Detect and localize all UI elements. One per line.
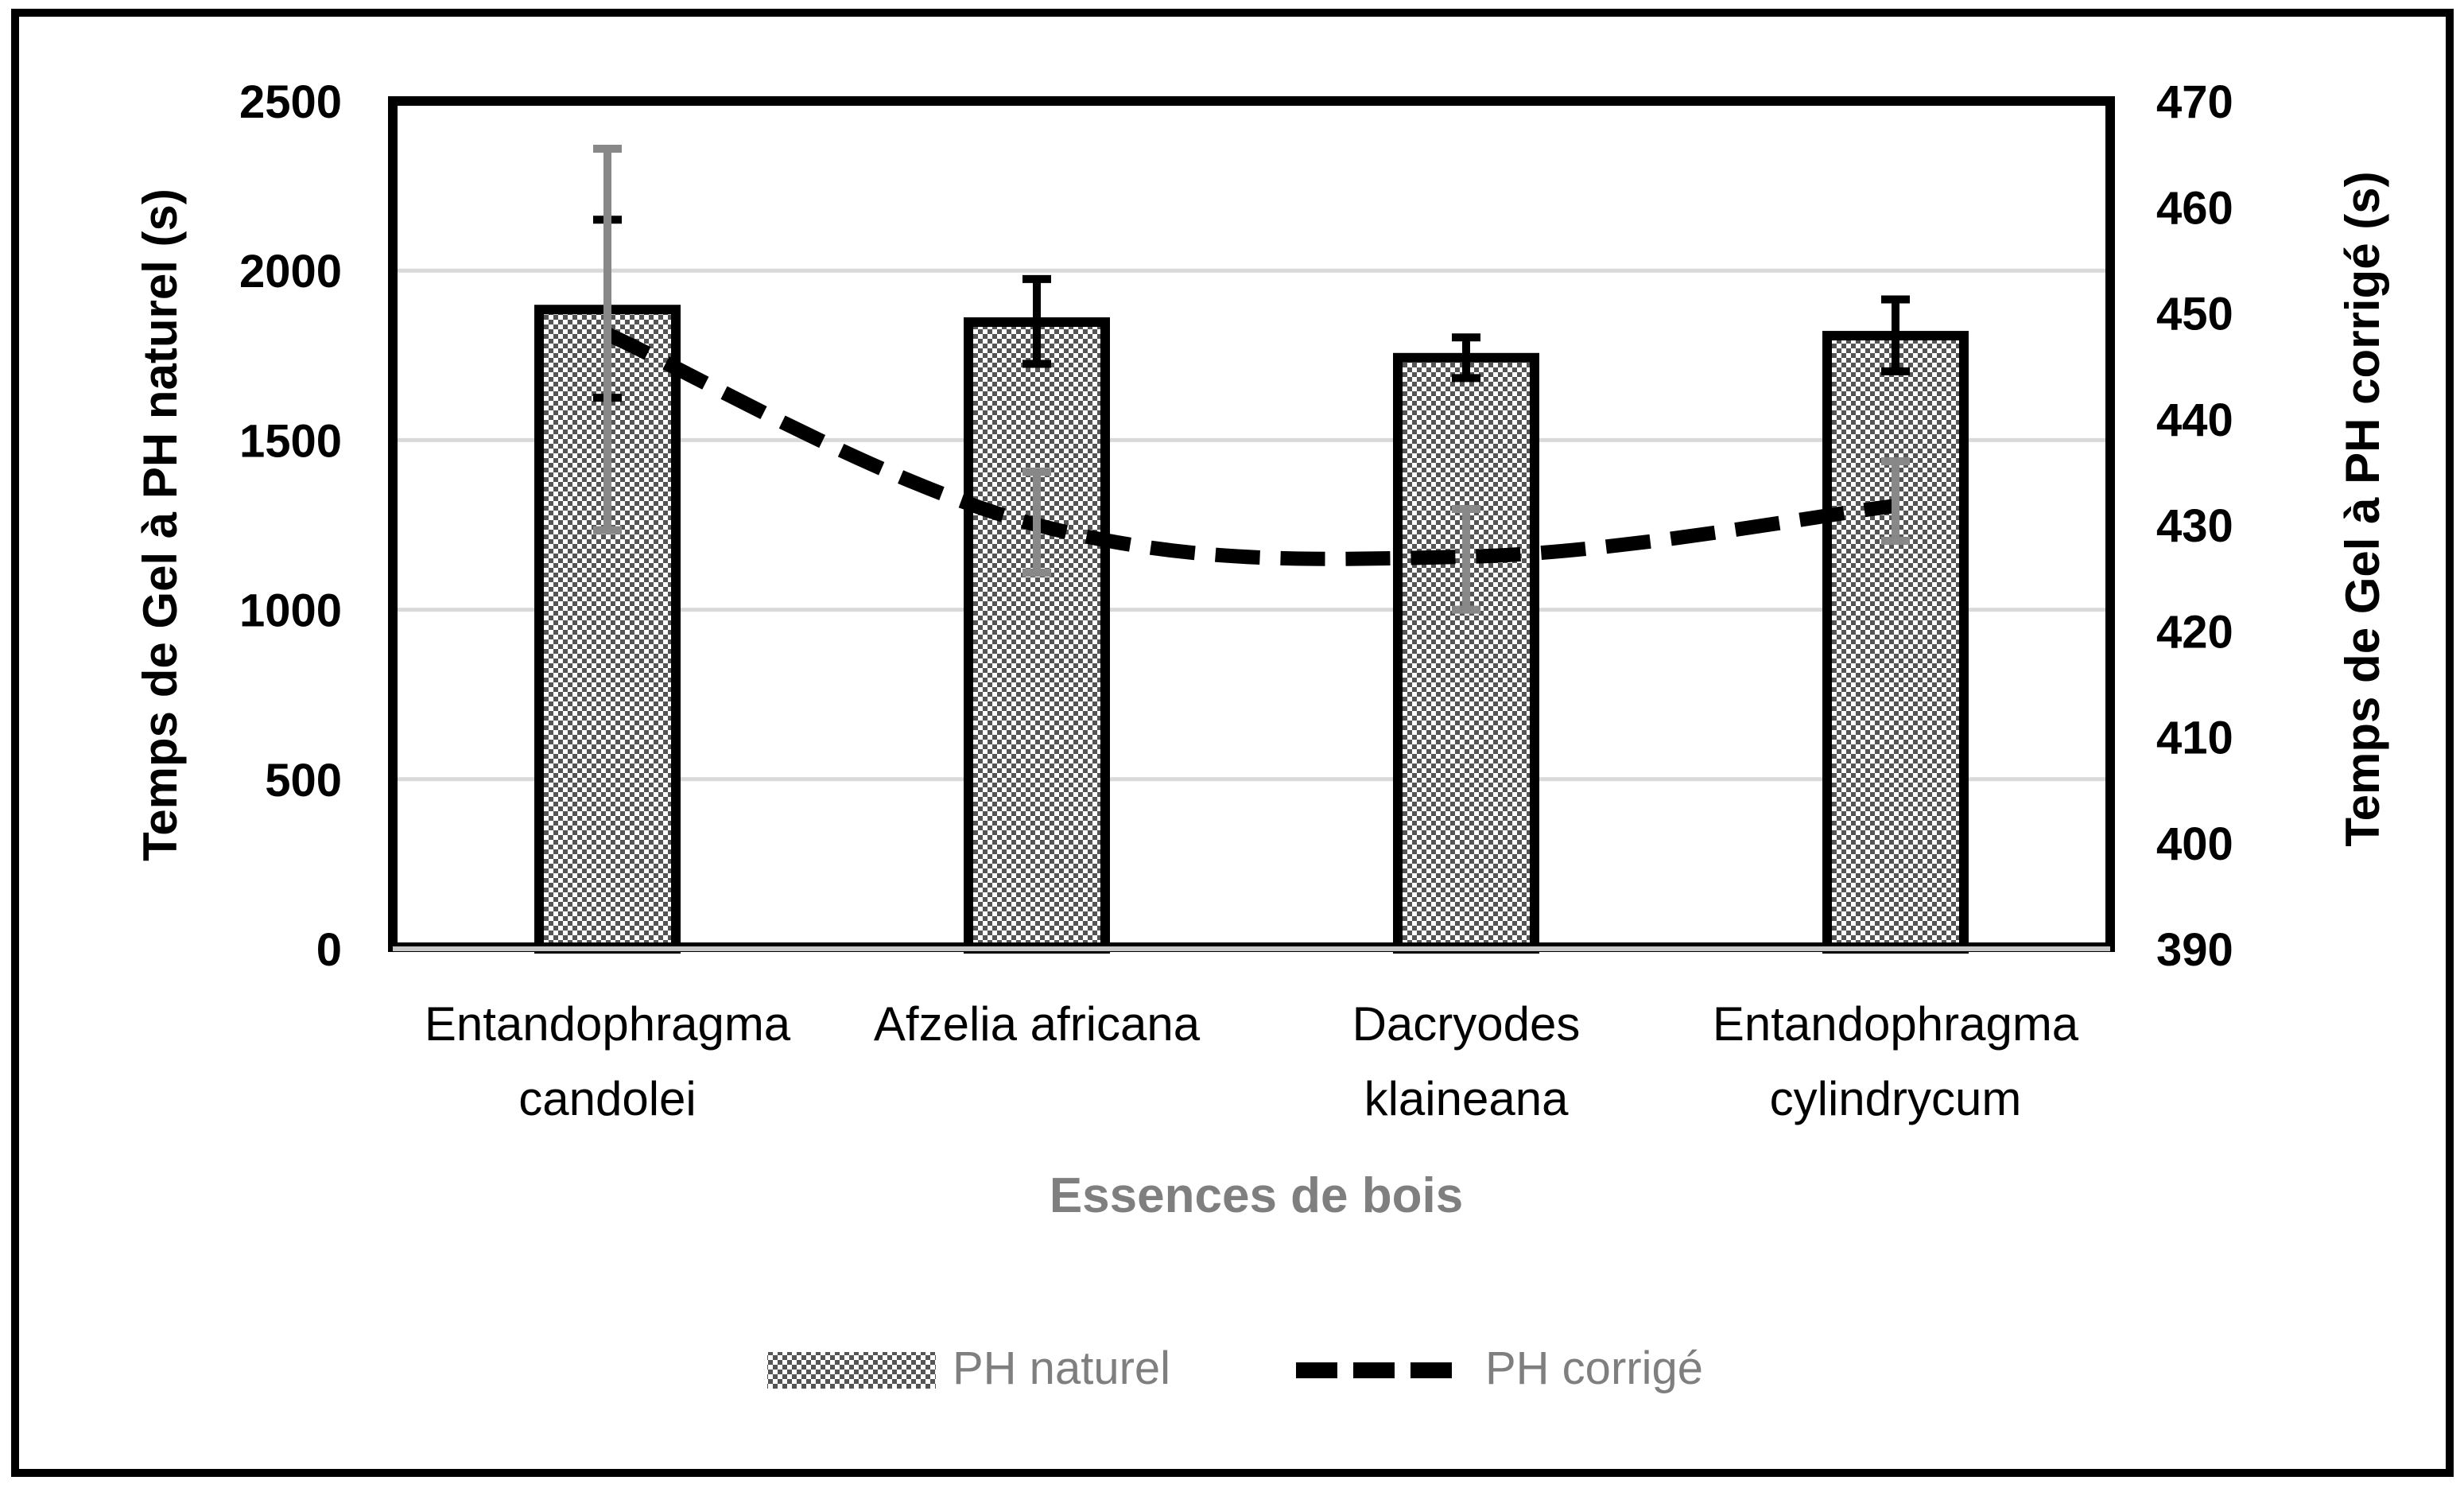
outer-frame <box>11 9 2454 1477</box>
y-right-tick-label: 460 <box>2156 182 2233 234</box>
line-error-bar <box>1452 505 1480 614</box>
y-left-tick-label: 2500 <box>239 76 342 128</box>
y-right-tick-label: 420 <box>2156 606 2233 658</box>
category-label: cylindrycum <box>1770 1072 2022 1125</box>
category-label: Entandophragma <box>1713 997 2079 1051</box>
y-left-tick-label: 1500 <box>239 415 342 467</box>
y-axis-right-title: Temps de Gel à PH corrigé (s) <box>2336 171 2389 846</box>
left-axis-ticks: 0 500 1000 1500 2000 2500 <box>239 76 342 976</box>
legend-label-ph-corrige: PH corrigé <box>1485 1342 1703 1394</box>
line-error-bar <box>593 144 622 534</box>
bar-error-bar <box>1022 274 1051 368</box>
y-right-tick-label: 440 <box>2156 394 2233 446</box>
category-label: Afzelia africana <box>874 997 1201 1051</box>
ph-corrige-line <box>604 327 1897 566</box>
bar <box>1393 352 1539 954</box>
line-error-bar <box>1022 468 1051 577</box>
bar-error-bar <box>1881 295 1910 375</box>
y-right-tick-label: 400 <box>2156 818 2233 870</box>
x-axis-title: Essences de bois <box>1050 1168 1463 1223</box>
y-left-tick-label: 1000 <box>239 585 342 637</box>
line-series <box>604 327 1897 566</box>
bar <box>964 317 1110 954</box>
y-left-tick-label: 2000 <box>239 246 342 297</box>
y-left-tick-label: 500 <box>265 755 342 806</box>
error-bars <box>593 144 1910 614</box>
legend-label-ph-naturel: PH naturel <box>953 1342 1170 1394</box>
bar-error-bar <box>1452 333 1480 383</box>
y-right-tick-label: 430 <box>2156 500 2233 552</box>
line-error-bar <box>1881 457 1910 545</box>
y-left-tick-label: 0 <box>316 924 342 976</box>
bar <box>1822 331 1969 954</box>
right-axis-ticks: 390 400 410 420 430 440 450 460 470 <box>2156 76 2233 976</box>
category-label: Entandophragma <box>425 997 791 1051</box>
y-right-tick-label: 450 <box>2156 289 2233 340</box>
y-right-tick-label: 390 <box>2156 924 2233 976</box>
category-label: klaineana <box>1364 1072 1570 1125</box>
legend: PH naturel PH corrigé <box>767 1342 1703 1394</box>
legend-swatch-ph-naturel <box>767 1352 936 1389</box>
category-labels: Entandophragma candolei Afzelia africana Da… <box>425 997 2079 1125</box>
category-label: candolei <box>518 1072 697 1125</box>
y-axis-left-title: Temps de Gel à PH naturel (s) <box>134 188 187 861</box>
category-label: Dacryodes <box>1352 997 1581 1051</box>
y-right-tick-label: 470 <box>2156 76 2233 128</box>
y-right-tick-label: 410 <box>2156 713 2233 764</box>
